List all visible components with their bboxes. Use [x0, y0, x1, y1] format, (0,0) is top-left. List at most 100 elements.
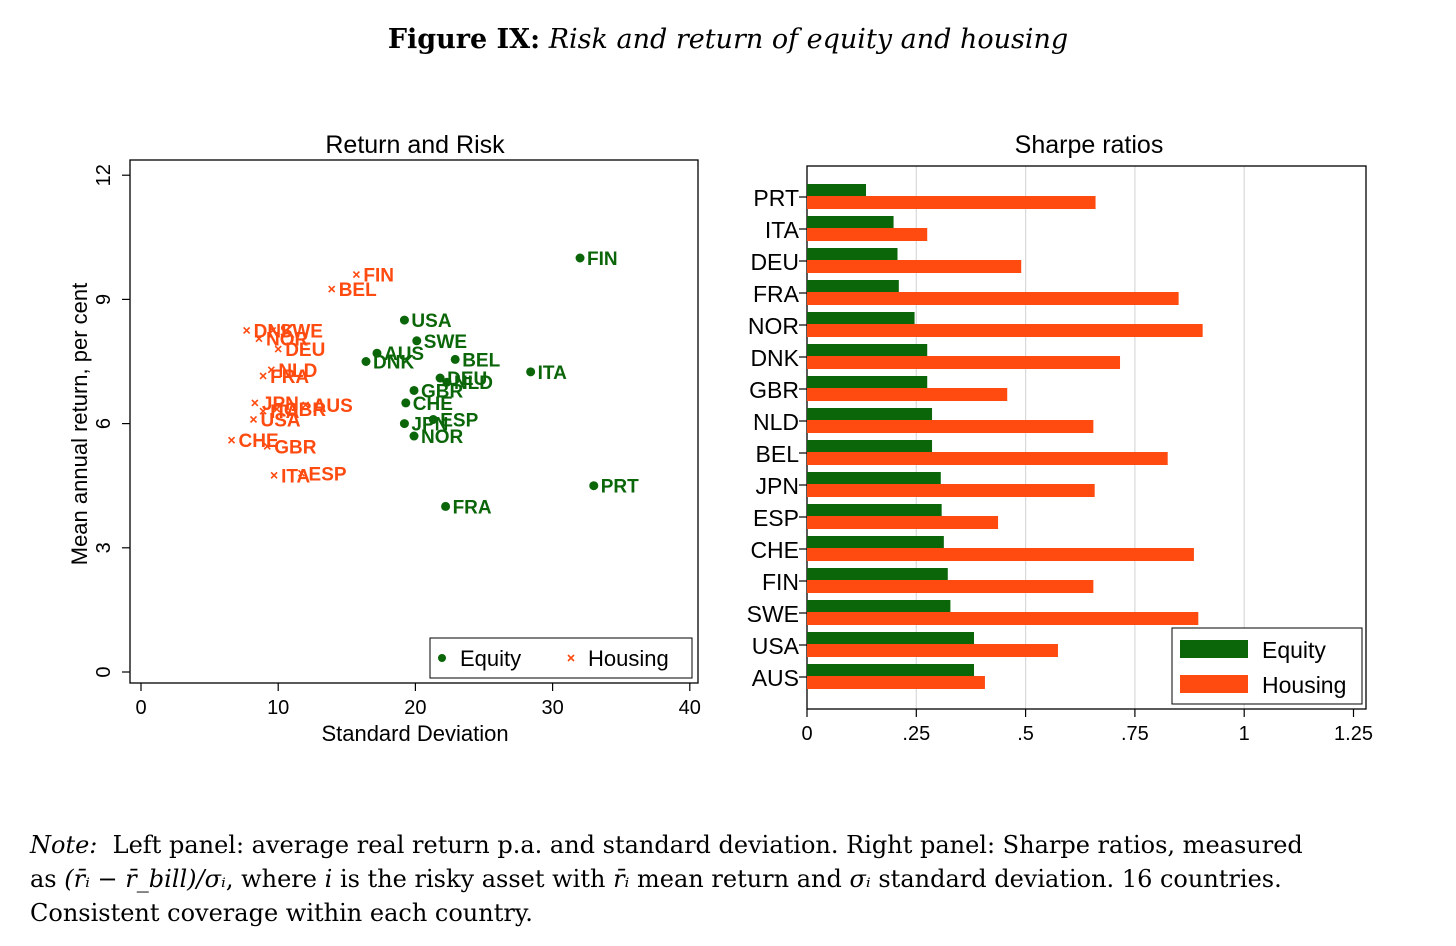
bar-category-label: AUS	[752, 665, 799, 691]
bar-housing	[807, 228, 928, 241]
scatter-label-housing: AUS	[313, 396, 353, 417]
scatter-label-equity: FRA	[453, 497, 492, 518]
scatter-title: Return and Risk	[325, 131, 505, 159]
scatter-label-housing: USA	[261, 410, 301, 431]
scatter-point-housing	[227, 436, 236, 444]
bar-equity	[807, 248, 898, 260]
bar-x-tick-label: 1	[1239, 723, 1250, 745]
scatter-x-axis-label: Standard Deviation	[321, 721, 508, 746]
bar-housing	[807, 612, 1199, 625]
scatter-point-housing	[274, 345, 282, 353]
bar-equity	[807, 536, 944, 548]
bar-equity	[807, 280, 899, 292]
bar-equity	[807, 632, 975, 644]
bar-equity	[807, 472, 941, 484]
scatter-point-housing	[259, 372, 267, 380]
scatter-label-equity: PRT	[601, 477, 639, 498]
bar-housing	[807, 452, 1168, 465]
bar-equity	[807, 504, 942, 516]
bar-housing	[807, 356, 1121, 369]
scatter-point-housing	[269, 326, 277, 335]
note-mean-return: mean return and	[637, 865, 842, 893]
scatter-y-tick-label: 3	[93, 542, 115, 553]
scatter-label-housing: NOR	[266, 330, 309, 351]
scatter-point-equity	[441, 501, 451, 511]
scatter-point-housing	[249, 415, 258, 424]
bar-housing	[807, 516, 999, 529]
scatter-point-equity	[412, 336, 422, 346]
legend-equity-swatch	[1180, 640, 1248, 658]
scatter-label-equity: NOR	[421, 427, 464, 448]
legend-housing-label: Housing	[588, 646, 669, 671]
bar-panel: Sharpe ratios 0 .25 .5 .75 1 1.25 PRT ITA DEU FRA…	[747, 131, 1373, 745]
scatter-point-housing	[267, 366, 275, 374]
scatter-x-tick-label: 10	[267, 697, 289, 719]
bar-category-label: DNK	[750, 345, 799, 371]
bar-housing	[807, 676, 985, 689]
scatter-label-housing: FRA	[270, 367, 309, 388]
bar-category-label: JPN	[756, 473, 799, 499]
note-line-3: Consistent coverage within each country.	[30, 899, 533, 927]
bar-housing	[807, 292, 1179, 305]
scatter-x-tick-label: 40	[679, 697, 701, 719]
scatter-y-tick-label: 6	[93, 418, 115, 429]
bar-category-label: ESP	[753, 505, 799, 531]
scatter-label-equity: SWE	[424, 332, 467, 353]
scatter-y-tick-label: 12	[93, 164, 115, 186]
scatter-x-tick-label: 30	[541, 697, 563, 719]
bar-housing	[807, 644, 1058, 657]
scatter-point-equity	[401, 398, 411, 408]
scatter-point-equity	[450, 354, 460, 364]
bar-housing	[807, 484, 1095, 497]
scatter-label-housing: ITA	[270, 402, 299, 423]
scatter-label-equity: DNK	[373, 353, 414, 374]
bar-category-label: FRA	[753, 281, 800, 307]
legend-equity-label: Equity	[1262, 637, 1326, 663]
legend-housing-swatch	[1180, 675, 1248, 693]
scatter-point-housing	[263, 442, 271, 450]
bar-category-label: ITA	[765, 217, 800, 243]
bar-category-label: NOR	[748, 313, 799, 339]
scatter-label-housing: DEU	[285, 340, 325, 361]
scatter-y-axis-label: Mean annual return, per cent	[67, 283, 92, 566]
bar-equity	[807, 344, 928, 356]
scatter-point-housing	[255, 335, 263, 343]
scatter-label-equity: AUS	[384, 344, 424, 365]
legend-equity-marker	[438, 654, 446, 662]
bar-category-label: USA	[752, 633, 800, 659]
bar-housing	[807, 548, 1194, 561]
scatter-label-equity: DEU	[447, 369, 487, 390]
scatter-label-equity: NLD	[454, 373, 493, 394]
scatter-point-equity	[399, 315, 409, 325]
bar-equity	[807, 568, 948, 580]
scatter-point-equity	[442, 377, 452, 387]
bar-x-tick-label: 1.25	[1334, 723, 1373, 745]
scatter-point-housing	[243, 326, 251, 335]
scatter-label-equity: USA	[411, 311, 451, 332]
bar-equity	[807, 312, 915, 324]
bar-housing	[807, 324, 1203, 337]
bar-equity	[807, 664, 975, 676]
bar-category-label: GBR	[749, 377, 799, 403]
bar-category-label: NLD	[753, 409, 799, 435]
bar-legend: Equity Housing	[1171, 627, 1363, 705]
scatter-label-equity: FIN	[587, 249, 618, 270]
note-line-1: Left panel: average real return p.a. and…	[112, 831, 1303, 859]
scatter-label-housing: CHE	[239, 431, 279, 452]
scatter-point-equity	[409, 385, 419, 395]
bar-title: Sharpe ratios	[1015, 131, 1164, 159]
scatter-label-housing: ITA	[281, 466, 310, 487]
bar-equity	[807, 408, 933, 420]
scatter-label-equity: CHE	[413, 394, 453, 415]
scatter-point-equity	[428, 414, 438, 424]
note-risky-asset: is the risky asset with	[339, 865, 606, 893]
scatter-point-equity	[361, 357, 371, 366]
bar-x-tick-label: 0	[801, 723, 812, 745]
bar-housing	[807, 580, 1094, 593]
scatter-y-tick-label: 9	[93, 294, 115, 305]
note-where: , where	[225, 865, 317, 893]
scatter-point-housing	[251, 399, 259, 407]
bar-plot-area	[806, 165, 1367, 710]
